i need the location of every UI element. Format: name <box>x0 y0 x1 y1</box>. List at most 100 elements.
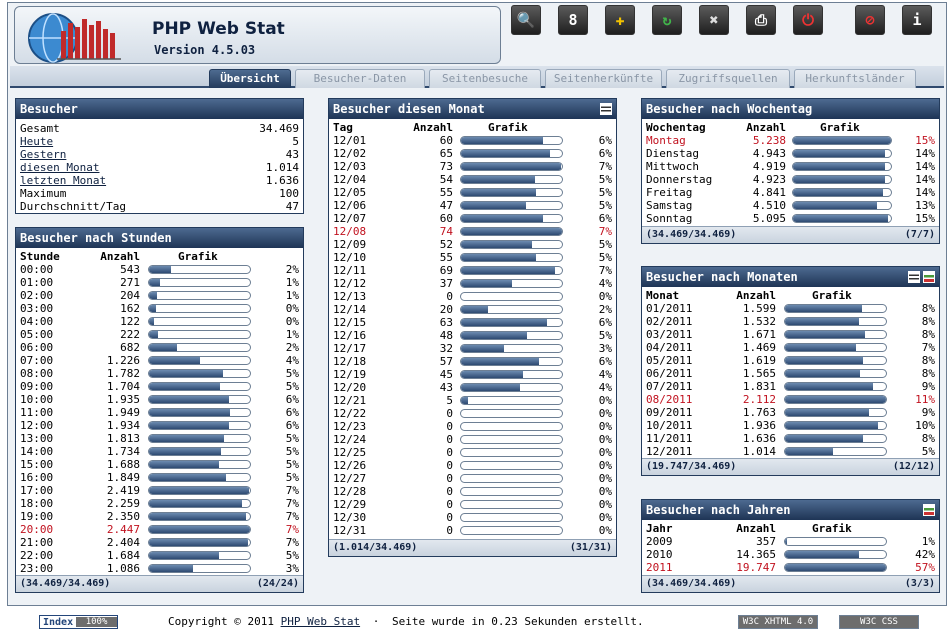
refresh-button[interactable]: ↻ <box>652 5 682 35</box>
row-bar <box>148 304 251 313</box>
row-label: 12/2011 <box>646 445 693 458</box>
row-count: 1.949 <box>106 406 140 419</box>
row-label: 10/2011 <box>646 419 693 432</box>
row-percent: 15% <box>915 134 935 147</box>
xhtml-badge[interactable]: W3C XHTML 4.0 <box>738 615 818 629</box>
row-count: 1.684 <box>106 549 140 562</box>
row-bar-fill <box>785 422 878 429</box>
panel-besucher: Besucher Gesamt 34.469 Heute 5 Gestern 43 dies… <box>15 98 304 214</box>
minimize-icon[interactable] <box>600 103 612 115</box>
row-label: 06/2011 <box>646 367 693 380</box>
row-count: 0 <box>446 472 453 485</box>
row-bar-fill <box>785 564 886 571</box>
block-button[interactable]: ⊘ <box>855 5 885 35</box>
summary-row: Gesamt 34.469 <box>20 122 299 135</box>
row-label: 12/26 <box>333 459 367 472</box>
row-label: 07:00 <box>20 354 54 367</box>
css-badge[interactable]: W3C CSS <box>839 615 919 629</box>
row-bar <box>460 266 563 275</box>
row-count: 122 <box>120 315 140 328</box>
tab-4[interactable]: Zugriffsquellen <box>666 69 790 88</box>
table-row: 12/30 0 0% <box>333 511 612 524</box>
print-button[interactable]: ⎙ <box>746 5 776 35</box>
table-row: 13:00 1.813 5% <box>20 432 299 445</box>
row-label: 00:00 <box>20 263 54 276</box>
column-header: Anzahl <box>736 289 776 302</box>
row-bar-fill <box>149 422 229 429</box>
summary-label[interactable]: Heute <box>20 135 54 148</box>
puzzle-button[interactable]: ✚ <box>605 5 635 35</box>
row-bar <box>460 253 563 262</box>
page-footer: Index 100% Copyright © 2011 PHP Web Stat… <box>0 608 952 633</box>
minimize-icon[interactable] <box>908 271 920 283</box>
calendar-button[interactable]: 8 <box>558 5 588 35</box>
panel-besucher-monate: Besucher nach Monaten Monat Anzahl Grafik 0… <box>641 266 940 476</box>
row-count: 1.636 <box>742 432 776 445</box>
tools-button[interactable]: ✖ <box>699 5 729 35</box>
row-bar <box>784 408 887 417</box>
panel-besucher-monat: Besucher diesen Monat Tag Anzahl Grafik 12/… <box>328 98 617 557</box>
phpwebstat-link[interactable]: PHP Web Stat <box>280 615 361 628</box>
table-row: 04/2011 1.469 7% <box>646 341 935 354</box>
row-label: 12/16 <box>333 329 367 342</box>
row-bar <box>460 175 563 184</box>
row-bar-fill <box>461 267 555 274</box>
row-bar-fill <box>461 384 520 391</box>
row-bar <box>792 201 892 210</box>
row-label: Mittwoch <box>646 160 699 173</box>
row-percent: 15% <box>915 212 935 225</box>
row-percent: 13% <box>915 199 935 212</box>
row-count: 682 <box>120 341 140 354</box>
row-percent: 5% <box>285 445 299 458</box>
row-label: 20:00 <box>20 523 54 536</box>
row-label: 12/29 <box>333 498 367 511</box>
row-label: 12/28 <box>333 485 367 498</box>
summary-label[interactable]: Gestern <box>20 148 67 161</box>
row-bar <box>148 460 251 469</box>
row-bar <box>784 382 887 391</box>
search-button[interactable]: 🔍 <box>511 5 541 35</box>
table-row: 03/2011 1.671 8% <box>646 328 935 341</box>
chart-icon[interactable] <box>923 271 935 283</box>
tab-5[interactable]: Herkunftsländer <box>794 69 916 88</box>
table-row: 2009 357 1% <box>646 535 935 548</box>
row-label: 12/07 <box>333 212 367 225</box>
tab-0[interactable]: Übersicht <box>209 69 291 88</box>
summary-label[interactable]: letzten Monat <box>20 174 107 187</box>
row-bar <box>460 370 563 379</box>
row-percent: 0% <box>598 524 612 537</box>
row-count: 55 <box>439 251 453 264</box>
row-bar <box>460 201 563 210</box>
row-count: 57 <box>439 355 453 368</box>
row-label: 03:00 <box>20 302 54 315</box>
row-bar-fill <box>461 371 523 378</box>
row-bar-fill <box>785 435 863 442</box>
row-count: 2.419 <box>106 484 140 497</box>
panel-title: Besucher nach Monaten <box>642 267 939 287</box>
power-button[interactable]: ⏻ <box>793 5 823 35</box>
row-percent: 0% <box>285 302 299 315</box>
row-label: 12/31 <box>333 524 367 537</box>
row-count: 5.238 <box>752 134 786 147</box>
row-percent: 4% <box>598 277 612 290</box>
row-count: 1.469 <box>742 341 776 354</box>
chart-icon[interactable] <box>923 504 935 516</box>
table-row: 12/06 47 5% <box>333 199 612 212</box>
tab-2[interactable]: Seitenbesuche <box>429 69 541 88</box>
tab-3[interactable]: Seitenherkünfte <box>545 69 662 88</box>
table-row: Donnerstag 4.923 14% <box>646 173 935 186</box>
row-bar <box>148 434 251 443</box>
row-bar-fill <box>149 539 248 546</box>
row-percent: 5% <box>598 199 612 212</box>
table-row: 12/16 48 5% <box>333 329 612 342</box>
table-row: 11/2011 1.636 8% <box>646 432 935 445</box>
row-percent: 4% <box>285 354 299 367</box>
summary-label[interactable]: diesen Monat <box>20 161 100 174</box>
row-percent: 8% <box>921 354 935 367</box>
table-row: 12/10 55 5% <box>333 251 612 264</box>
row-label: 02/2011 <box>646 315 693 328</box>
tab-1[interactable]: Besucher-Daten <box>295 69 425 88</box>
row-label: Sonntag <box>646 212 693 225</box>
info-button[interactable]: i <box>902 5 932 35</box>
panel-footer: (1.014/34.469) (31/31) <box>329 539 616 556</box>
